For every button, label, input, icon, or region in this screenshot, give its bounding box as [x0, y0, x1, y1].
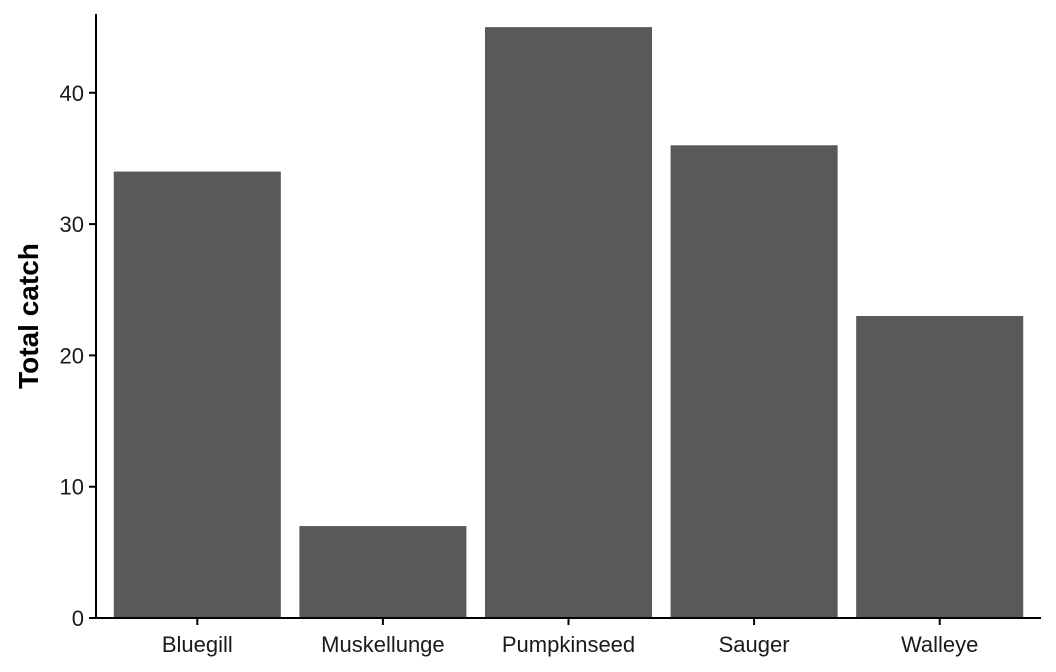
bar-pumpkinseed [484, 27, 653, 618]
y-ticks-group: 0 10 20 30 40 [60, 81, 96, 631]
y-tick-label: 0 [72, 606, 84, 631]
x-tick-label: Sauger [719, 632, 790, 657]
bar-bluegill [113, 171, 281, 618]
x-tick-label: Bluegill [162, 632, 233, 657]
x-ticks-group: Bluegill Muskellunge Pumpkinseed Sauger Wall… [162, 618, 978, 657]
y-axis-title: Total catch [13, 243, 44, 389]
bars-group [113, 27, 1024, 619]
bar-muskellunge [299, 526, 467, 618]
x-tick-label: Muskellunge [321, 632, 445, 657]
y-tick-label: 40 [60, 81, 84, 106]
x-tick-label: Walleye [901, 632, 978, 657]
y-tick-label: 30 [60, 212, 84, 237]
y-tick-label: 20 [60, 343, 84, 368]
y-tick-label: 10 [60, 475, 84, 500]
bar-sauger [670, 145, 838, 619]
bar-walleye [856, 316, 1024, 618]
x-tick-label: Pumpkinseed [502, 632, 635, 657]
